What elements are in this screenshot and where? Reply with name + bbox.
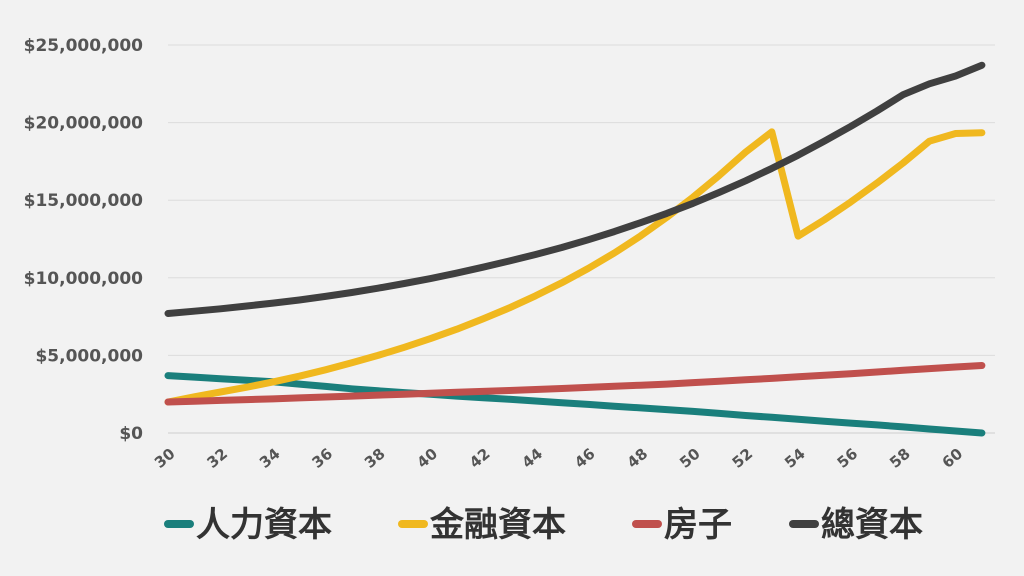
- y-tick-label: $25,000,000: [24, 36, 144, 56]
- x-tick-label: 50: [676, 445, 704, 472]
- x-tick-label: 38: [361, 445, 389, 472]
- legend-label: 金融資本: [429, 505, 566, 545]
- x-tick-label: 42: [466, 445, 494, 472]
- legend-label: 房子: [664, 505, 732, 545]
- x-tick-label: 34: [256, 445, 284, 472]
- y-tick-label: $10,000,000: [24, 269, 144, 289]
- x-tick-label: 36: [309, 445, 337, 472]
- x-tick-label: 56: [834, 445, 862, 472]
- y-tick-label: $5,000,000: [35, 346, 143, 366]
- series-line: [164, 61, 986, 317]
- x-tick-label: 52: [729, 445, 757, 472]
- x-tick-label: 60: [939, 445, 967, 472]
- y-tick-label: $15,000,000: [24, 191, 144, 211]
- x-tick-label: 44: [519, 445, 547, 472]
- y-tick-label: $20,000,000: [24, 114, 144, 134]
- x-tick-label: 30: [151, 445, 179, 472]
- legend-label: 人力資本: [196, 505, 332, 545]
- x-tick-label: 58: [886, 445, 914, 472]
- series-line: [164, 128, 986, 406]
- series-line: [164, 362, 986, 406]
- y-tick-label: $0: [119, 424, 143, 444]
- x-tick-label: 40: [414, 445, 442, 472]
- x-tick-label: 54: [781, 445, 809, 472]
- x-tick-label: 48: [624, 445, 652, 472]
- legend-label: 總資本: [821, 505, 923, 545]
- x-tick-label: 46: [571, 445, 599, 472]
- x-tick-label: 32: [204, 445, 232, 472]
- series-line: [164, 372, 986, 437]
